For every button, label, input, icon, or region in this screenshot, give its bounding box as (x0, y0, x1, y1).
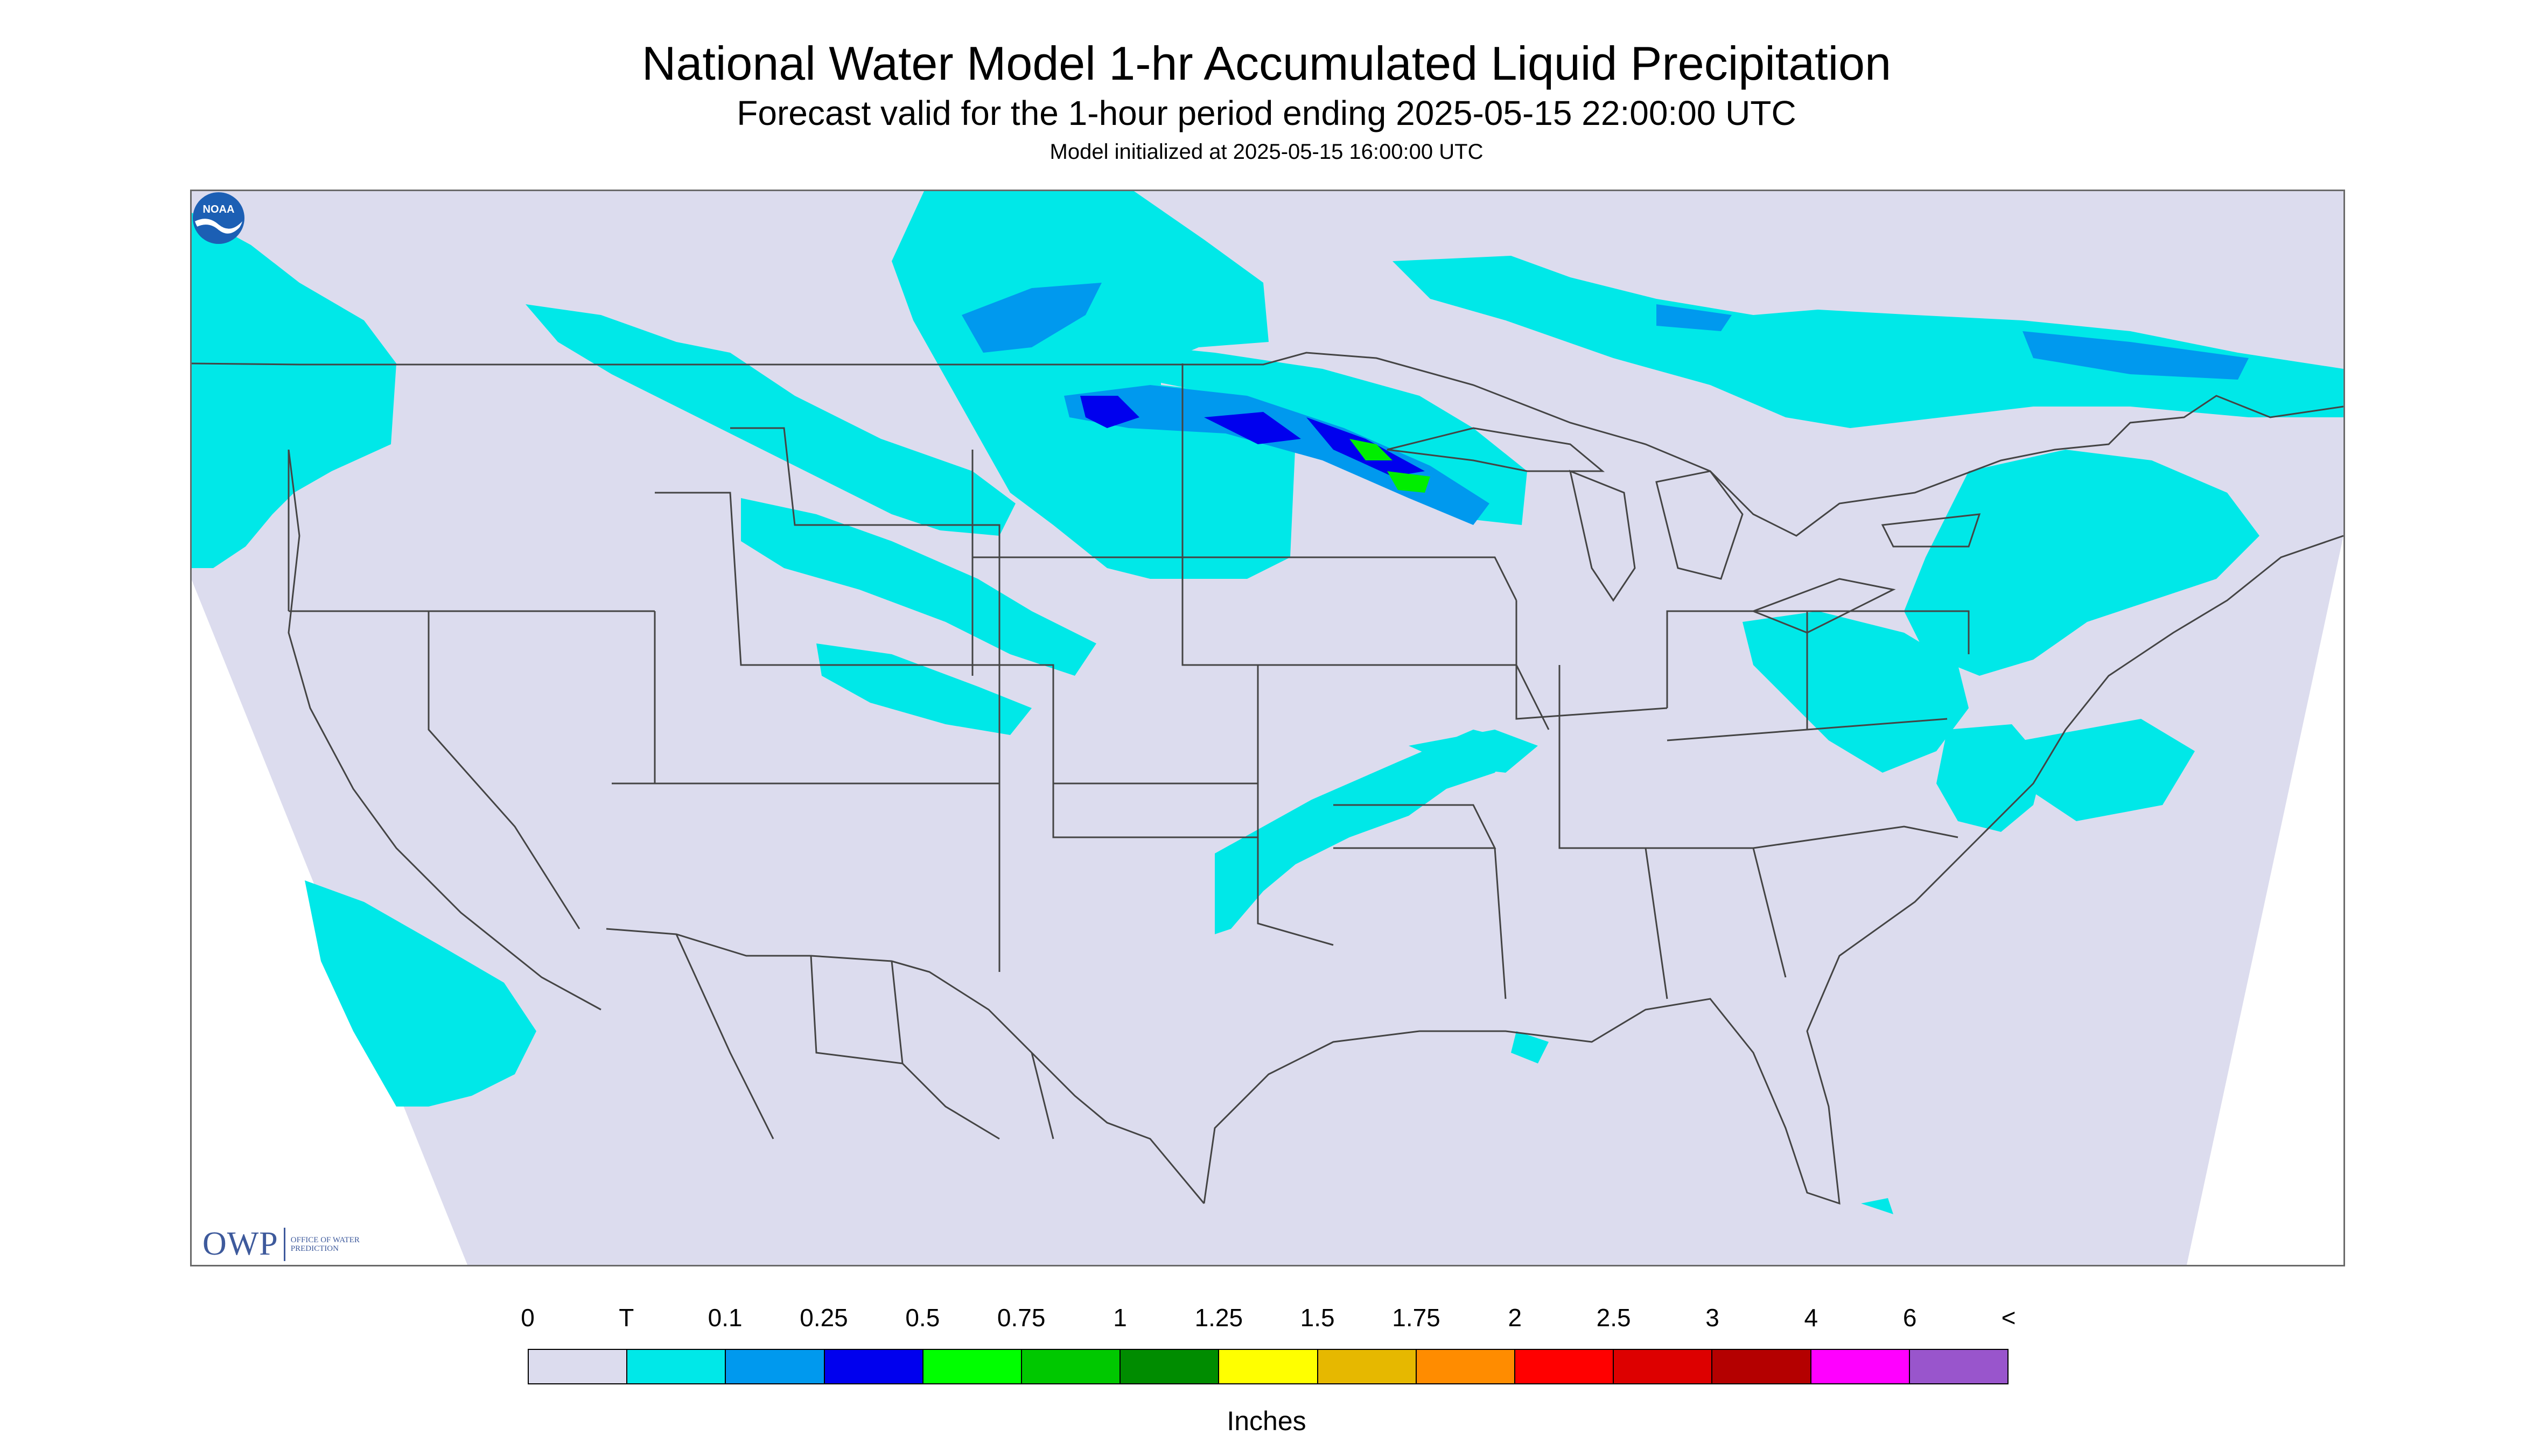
legend-label: T (619, 1304, 634, 1332)
legend-swatch (627, 1350, 726, 1383)
precipitation-areas (192, 191, 2343, 1214)
precip-area-southern-plains (1215, 730, 1516, 934)
owp-logo-text: OFFICE OF WATER PREDICTION (290, 1235, 360, 1253)
legend-swatch (1121, 1350, 1220, 1383)
legend-label: 0.75 (997, 1304, 1046, 1332)
precip-area-band-moderate (1080, 396, 1425, 477)
precip-area-california-offshore (305, 880, 536, 1107)
legend-swatch (1219, 1350, 1318, 1383)
precip-area-northeast (1904, 450, 2259, 676)
precip-area-northern-plains-light (962, 283, 1102, 353)
noaa-logo-text: NOAA (203, 204, 235, 215)
map-title: National Water Model 1-hr Accumulated Li… (641, 37, 1892, 90)
legend-swatch (726, 1350, 825, 1383)
precip-area-virginia (1936, 724, 2044, 832)
owp-logo-divider (283, 1227, 285, 1261)
legend-label: 4 (1804, 1304, 1818, 1332)
precip-area-ontario-quebec (1393, 256, 2343, 428)
precip-area-band-light (1064, 385, 1489, 525)
legend-swatch (1416, 1350, 1516, 1383)
legend-swatch (1614, 1350, 1713, 1383)
legend-label: 1.5 (1300, 1304, 1335, 1332)
legend-swatch (1022, 1350, 1121, 1383)
legend-swatch (1811, 1350, 1910, 1383)
model-init-time: Model initialized at 2025-05-15 16:00:00… (1049, 140, 1484, 164)
legend-label: 3 (1705, 1304, 1719, 1332)
legend-label: 2 (1508, 1304, 1522, 1332)
map-subtitle: Forecast valid for the 1-hour period end… (737, 94, 1796, 132)
legend-label: 6 (1902, 1304, 1917, 1332)
precip-area-northern-rockies (526, 304, 1016, 536)
legend-label: 0 (521, 1304, 535, 1332)
precip-area-band-heavy (1349, 439, 1430, 493)
precip-area-canada-light (1656, 304, 2249, 380)
legend-colorbar (528, 1349, 2009, 1384)
legend-swatch (1712, 1350, 1811, 1383)
legend-units: Inches (1227, 1406, 1306, 1436)
legend-label: 0.25 (800, 1304, 848, 1332)
legend-swatch (1515, 1350, 1614, 1383)
precipitation-map[interactable]: OWP OFFICE OF WATER PREDICTION NOAA (190, 190, 2345, 1266)
legend-swatch (1909, 1350, 2008, 1383)
model-domain (192, 191, 2343, 1265)
legend-label: 1 (1113, 1304, 1127, 1332)
owp-logo: OWP OFFICE OF WATER PREDICTION (202, 1225, 366, 1263)
legend-label: 2.5 (1596, 1304, 1631, 1332)
precip-area-northern-plains (892, 191, 1296, 579)
legend-label: 1.75 (1392, 1304, 1440, 1332)
legend-label: 1.25 (1194, 1304, 1243, 1332)
noaa-logo-icon: NOAA (193, 192, 244, 244)
legend-swatch (824, 1350, 923, 1383)
legend-swatch (1318, 1350, 1417, 1383)
legend-label: 0.1 (708, 1304, 743, 1332)
precip-area-upper-midwest-band (1107, 342, 1527, 525)
precip-area-central-rockies (741, 498, 1096, 676)
precip-area-colorado (816, 643, 1032, 735)
precip-area-mid-atlantic (1743, 611, 1969, 773)
legend-label: 0.5 (905, 1304, 940, 1332)
owp-logo-mark: OWP (202, 1226, 278, 1262)
political-borders (192, 352, 2343, 1205)
legend-labels: 0 T 0.1 0.25 0.5 0.75 1 1.25 1.5 1.75 2 2.5 3 4 6 < (521, 1303, 2016, 1335)
legend-swatch (923, 1350, 1023, 1383)
precip-area-arkansas (1409, 730, 1538, 773)
map-canvas (192, 191, 2343, 1265)
precip-area-pacific-nw (192, 213, 396, 568)
precip-area-atlantic-offshore (2023, 719, 2195, 821)
legend-swatch (529, 1350, 628, 1383)
legend-label: < (2001, 1304, 2016, 1332)
